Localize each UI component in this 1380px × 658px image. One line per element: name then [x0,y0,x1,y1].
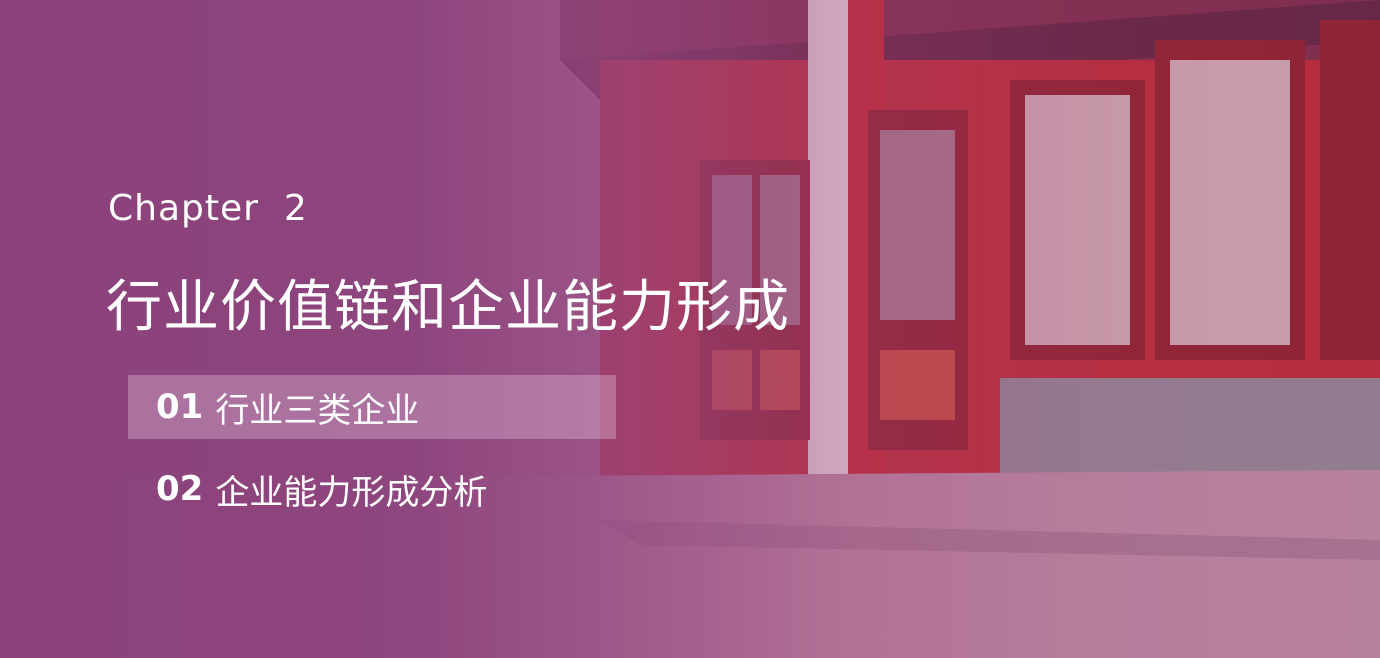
toc-item-number: 02 [156,469,204,509]
toc-item-label: 企业能力形成分析 [215,472,488,513]
toc-item-02[interactable]: 02 企业能力形成分析 [128,457,487,521]
toc-item-label: 行业三类企业 [215,390,420,431]
slide-title: 行业价值链和企业能力形成 [106,275,790,340]
toc-item-01[interactable]: 01 行业三类企业 [128,375,616,439]
chapter-label: Chapter 2 [108,188,308,229]
toc-item-number: 01 [156,387,204,427]
